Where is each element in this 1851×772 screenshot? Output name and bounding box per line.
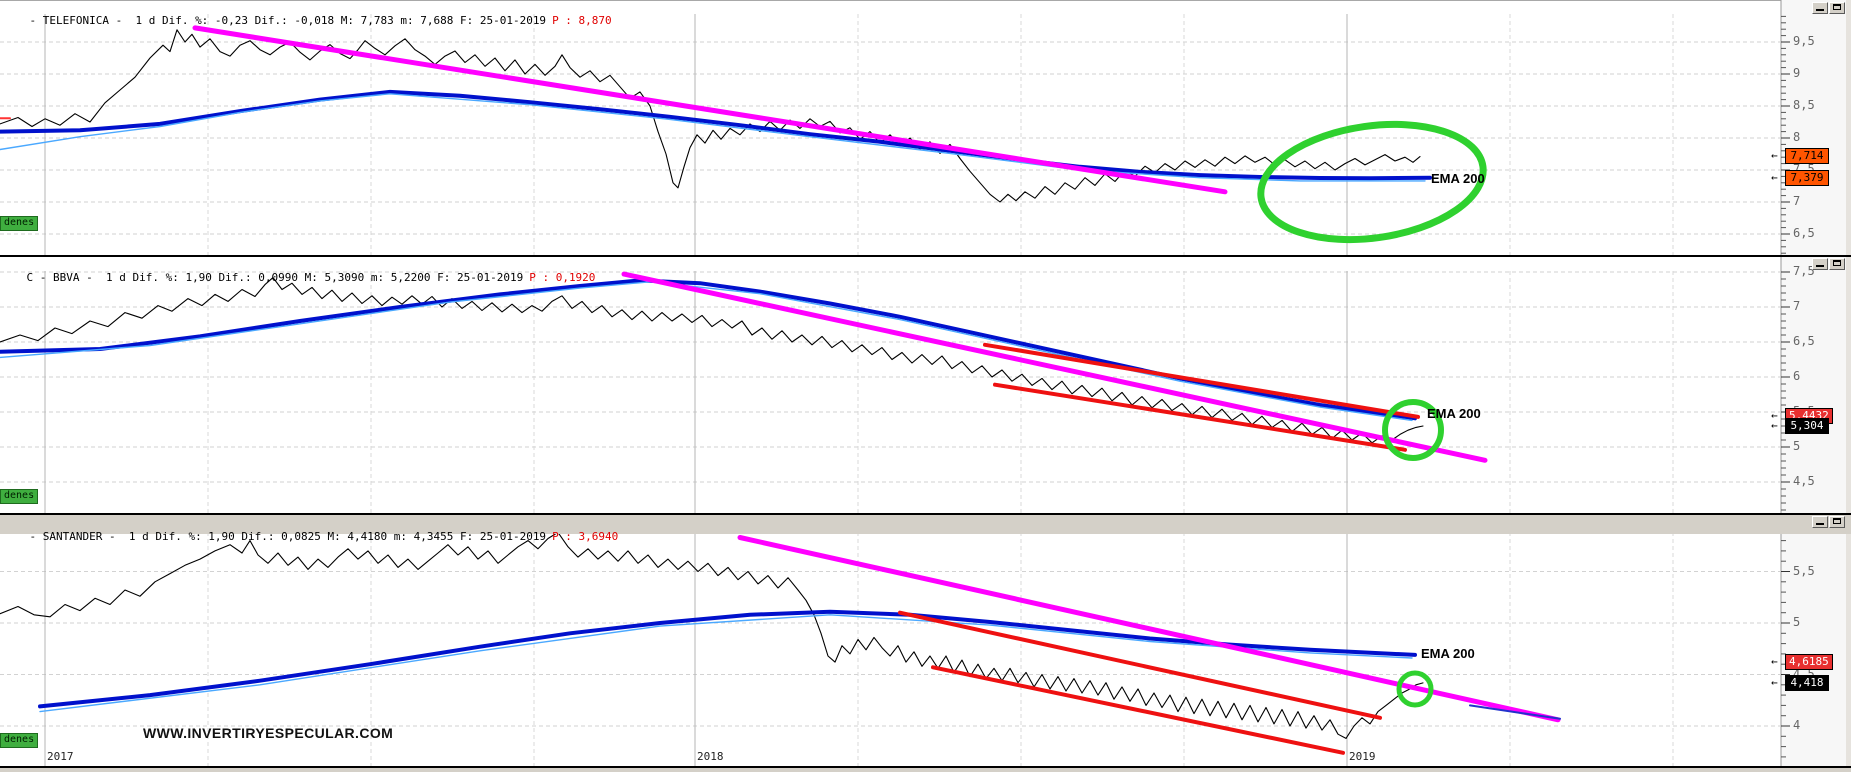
y-axis-label: 7,5 [1793, 264, 1815, 278]
price-tag: 5,304 [1785, 417, 1829, 434]
minimize-button[interactable] [1812, 258, 1828, 270]
window-controls [1812, 516, 1846, 528]
annotation-bear-trendline [621, 271, 1488, 463]
y-axis-label: 6,5 [1793, 226, 1815, 240]
y-axis-label: 8,5 [1793, 98, 1815, 112]
y-axis-label: 7 [1793, 299, 1801, 313]
y-axis-label: 7 [1793, 194, 1801, 208]
panel-title: - SANTANDER - 1 d Dif. %: 1,90 Dif.: 0,0… [29, 530, 547, 543]
panel-2 [0, 514, 1846, 772]
y-axis-label: 6,5 [1793, 334, 1815, 348]
price-arrow-icon: ← [1771, 170, 1778, 184]
price-tag: 4,6185 [1785, 654, 1833, 671]
price-tag: 4,418 [1785, 674, 1829, 691]
maximize-icon [1833, 4, 1841, 10]
annotation-bear-trendline [737, 535, 1561, 723]
y-axis-label: 4 [1793, 718, 1801, 732]
breakout-highlight [1396, 670, 1434, 708]
series-price [0, 277, 1424, 444]
y-axis-label: 6 [1793, 369, 1801, 383]
ema-200-label: EMA 200 [1431, 171, 1485, 186]
series-EMA-200 [38, 609, 1417, 709]
price-tag: 7,379 [1785, 169, 1829, 186]
panel-1 [0, 257, 1846, 513]
y-axis-label: 8 [1793, 130, 1801, 144]
series-price [0, 29, 1421, 203]
price-arrow-icon: ← [1771, 655, 1778, 669]
x-axis-year-label: 2019 [1349, 750, 1376, 763]
panel-last-price: P : 3,6940 [552, 530, 619, 543]
right-edge-strip[interactable] [1846, 0, 1851, 772]
panel-titlebar-telefonica[interactable]: - TELEFONICA - 1 d Dif. %: -0,23 Dif.: -… [3, 1, 612, 27]
panel-title: C - BBVA - 1 d Dif. %: 1,90 Dif.: 0,0990… [26, 271, 524, 284]
bottom-strip [0, 768, 1851, 772]
annotation-channel-upper [898, 610, 1382, 720]
x-axis-year-label: 2017 [47, 750, 74, 763]
y-axis-label: 4,5 [1793, 474, 1815, 488]
orders-button[interactable]: denes [0, 733, 39, 748]
series-ema-fast [39, 614, 1413, 713]
y-axis-label: 5,5 [1793, 563, 1815, 578]
window-top-border [0, 0, 1851, 1]
annotation-channel-lower [931, 665, 1345, 755]
ema-200-label: EMA 200 [1427, 406, 1481, 421]
minimize-icon [1816, 265, 1824, 267]
maximize-icon [1833, 260, 1841, 266]
window-controls [1812, 2, 1846, 14]
breakout-highlight [1257, 120, 1487, 244]
series-ema-fast [0, 281, 1413, 422]
price-arrow-icon: ← [1771, 418, 1778, 432]
price-arrow-icon: ← [1771, 149, 1778, 163]
panel-last-price: P : 0,1920 [529, 271, 596, 284]
y-axis-label: 5 [1793, 439, 1801, 453]
annotation-bear-trendline [192, 25, 1228, 195]
annotation-blue-segment [1469, 704, 1561, 720]
panel-0 [0, 0, 1846, 255]
minimize-icon [1816, 9, 1824, 11]
price-arrow-icon: ← [1771, 675, 1778, 689]
y-axis-label: 5 [1793, 615, 1801, 629]
minimize-button[interactable] [1812, 516, 1828, 528]
annotation-channel-lower [993, 382, 1407, 452]
y-axis-label: 9,5 [1793, 34, 1815, 48]
maximize-button[interactable] [1829, 2, 1845, 14]
orders-button[interactable]: denes [0, 489, 39, 504]
series-price [0, 531, 1424, 739]
annotation-channel-upper [983, 342, 1420, 419]
series-ema-fast [0, 93, 1426, 182]
ema-200-label: EMA 200 [1421, 646, 1475, 661]
panel3-titlebar-band [0, 513, 1851, 534]
bottom-border [0, 766, 1851, 768]
minimize-button[interactable] [1812, 2, 1828, 14]
maximize-button[interactable] [1829, 516, 1845, 528]
maximize-button[interactable] [1829, 258, 1845, 270]
y-axis-label: 9 [1793, 66, 1801, 80]
panel-titlebar-bbva[interactable]: C - BBVA - 1 d Dif. %: 1,90 Dif.: 0,0990… [0, 258, 596, 284]
series-EMA-200 [0, 89, 1432, 181]
orders-button[interactable]: denes [0, 216, 39, 231]
window-controls [1812, 258, 1846, 270]
panel-separator [0, 255, 1851, 257]
breakout-highlight [1382, 399, 1444, 461]
panel-titlebar-santander[interactable]: - SANTANDER - 1 d Dif. %: 1,90 Dif.: 0,0… [3, 517, 619, 543]
price-arrow-icon: ← [1771, 408, 1778, 422]
minimize-icon [1816, 523, 1824, 525]
x-axis-year-label: 2018 [697, 750, 724, 763]
panel-last-price: P : 8,870 [552, 14, 612, 27]
maximize-icon [1833, 518, 1841, 524]
panel-title: - TELEFONICA - 1 d Dif. %: -0,23 Dif.: -… [29, 14, 547, 27]
price-tag: 7,714 [1785, 148, 1829, 165]
watermark-text: WWW.INVERTIRYESPECULAR.COM [143, 725, 394, 741]
